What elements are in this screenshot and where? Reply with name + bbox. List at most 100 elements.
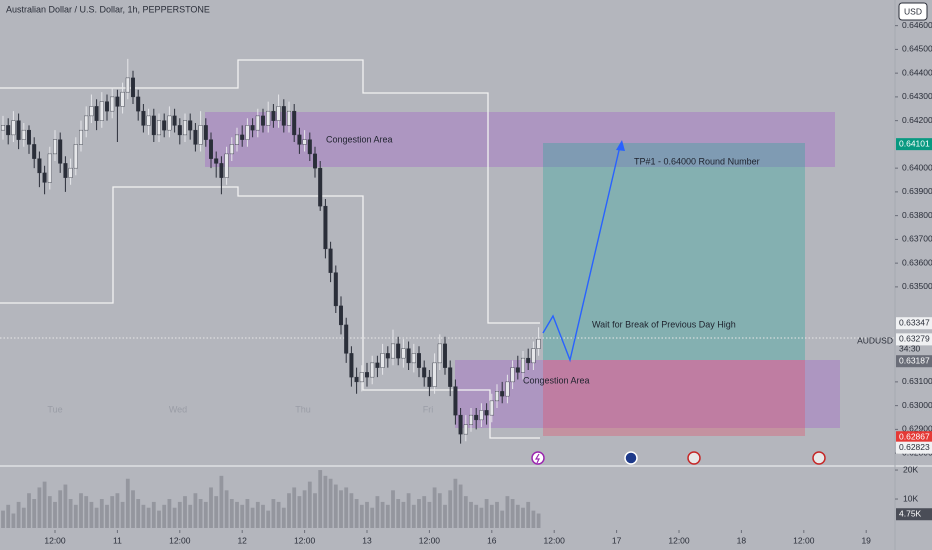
price-tag-label: 0.63187 [899,355,930,365]
volume-bar [37,487,42,528]
event-icon[interactable] [812,451,826,465]
candle-body [427,376,432,387]
candle-body [42,172,47,183]
candle-body [214,158,219,164]
candle-body [203,125,208,140]
candle-body [443,343,448,368]
volume-bar [115,493,120,528]
candle-body [370,362,375,378]
volume-bar [354,499,359,528]
event-icon[interactable] [687,451,701,465]
candle-body [16,120,21,140]
stop-zone [543,360,805,436]
price-tag [896,138,932,151]
candle-body [104,101,109,112]
volume-bar [281,507,286,528]
volume-bar [370,507,375,528]
volume-bar [235,501,239,528]
plot [1,58,541,528]
price-tag [896,355,932,368]
volume-bar [411,504,416,528]
price-tag-label: 0.62823 [899,442,930,452]
candle-body [313,153,318,169]
x-tick-label: 17 [612,535,622,545]
event-icon[interactable] [624,451,638,465]
candle-body [422,367,427,378]
volume-bar [6,504,11,528]
annotation: Congestion Area [523,375,590,385]
volume-bar [151,501,156,528]
candle-body [406,348,411,364]
candle-body [328,248,333,273]
candle-body [354,376,359,383]
candle-body [172,115,177,126]
candle-body [515,367,520,373]
event-icon[interactable] [531,451,545,465]
countdown: 34:30 [899,344,921,354]
annotation: Wait for Break of Previous Day High [592,319,736,329]
volume-tag-label: 4.75K [899,508,922,518]
candle-body [37,158,42,174]
candle-body [6,125,11,136]
candle-body [58,139,63,164]
candle-body [500,391,505,397]
candle-body [474,414,479,421]
volume-bar [271,499,276,528]
y-tick-label: 0.62900 [902,424,932,434]
candle-body [469,414,474,425]
candle-body [198,125,203,145]
y-tick-label: 0.64000 [902,162,932,172]
candle-body [297,134,302,145]
x-tick-label: 12 [237,535,247,545]
candle-body [521,357,526,373]
session-label: Tue [47,404,62,414]
candle-body [208,139,213,159]
x-tick-label: 18 [737,535,747,545]
volume-bar [219,475,224,528]
volume-bar [500,510,505,528]
price-tag [896,441,932,454]
volume-bar [266,510,271,528]
volume-bar [469,501,473,528]
candle-body [339,305,344,326]
candle-body [151,115,156,136]
x-tick-label: 12:00 [419,535,441,545]
y-tick-label: 0.64500 [902,44,932,54]
candle-body [11,120,16,136]
volume-bar [120,501,125,528]
candle-body [526,357,531,364]
volume-bar [427,501,432,528]
currency-button[interactable] [898,2,928,21]
volume-bar [396,499,401,528]
candle-body [417,353,422,368]
candle-body [495,391,500,402]
y-tick-label: 0.63800 [902,210,932,220]
candle-body [32,144,37,159]
y-tick-label: 0.63700 [902,234,932,244]
volume-bar [261,504,265,528]
volume-bar [141,504,146,528]
y-tick-label: 0.63100 [902,376,932,386]
volume-bar [437,493,442,528]
volume-bar [432,487,437,528]
volume-bar [515,504,520,528]
volume-bar [240,504,245,528]
candle-body [53,139,58,155]
candle-body [188,120,193,131]
volume-bar [255,501,260,528]
candle-body [385,353,390,359]
y-tick-label: 0.64200 [902,115,932,125]
volume-bar [344,487,349,528]
price-tag-label: 0.63347 [899,317,930,327]
y-tick-label: 0.63000 [902,400,932,410]
volume-bar [521,507,525,528]
volume-bar [188,504,193,528]
candle-body [281,106,286,126]
volume-bar [495,501,499,528]
y-tick-label: 0.63600 [902,257,932,267]
candle-body [240,134,245,140]
volume-tag [896,508,932,521]
volume-bar [84,496,89,528]
volume-bar [448,490,453,528]
